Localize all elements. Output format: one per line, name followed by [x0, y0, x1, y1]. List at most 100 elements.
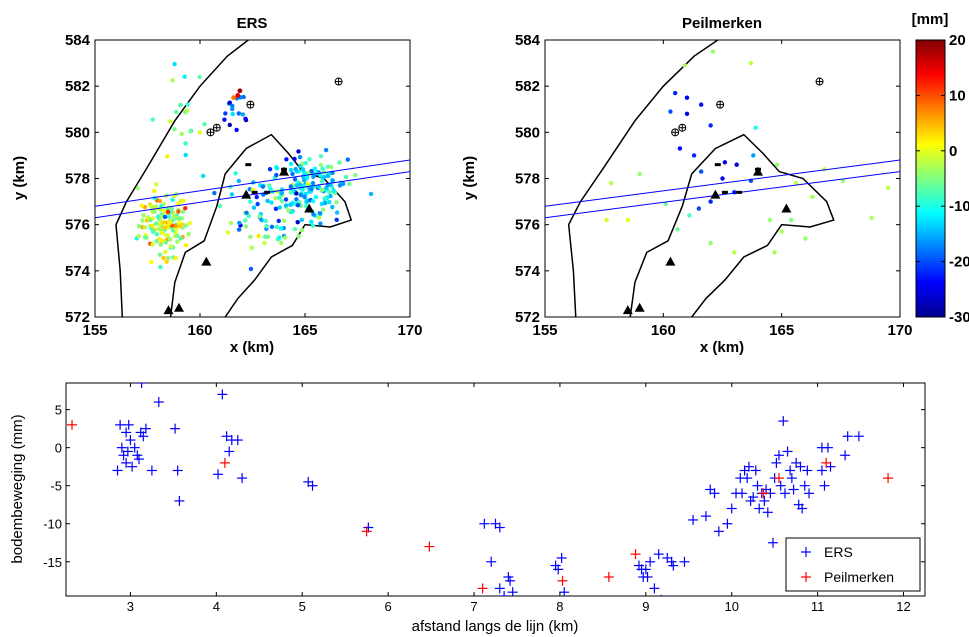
ers-profile-point [138, 431, 149, 442]
ers-profile-point [172, 465, 183, 476]
peilmerk-point [696, 206, 702, 211]
peilmerken-map-ticks: 155 160 165 170 572 574 576 578 580 582 584 [515, 32, 913, 339]
legend-ers-marker [801, 547, 811, 557]
ers-point [236, 178, 242, 184]
ers-point [330, 204, 335, 210]
profile-line [545, 171, 900, 219]
ers-point [170, 78, 175, 83]
ers-profile-point [797, 503, 808, 514]
peilmerk-point [710, 49, 716, 54]
y-tick-label: 580 [515, 124, 540, 141]
ers-point [146, 215, 151, 220]
ers-profile-point [853, 431, 864, 442]
ers-point [274, 224, 279, 230]
profile-line [95, 171, 410, 219]
peilmerken-map-title: Peilmerken [682, 15, 762, 32]
ers-profile-point [785, 465, 796, 476]
ers-point [177, 216, 182, 221]
peilmerk-point [720, 176, 725, 181]
peilmerk-point [609, 180, 614, 186]
peilmerk-profile-point [821, 457, 832, 468]
ers-profile-point [688, 514, 699, 525]
y-tick-label: 574 [515, 263, 541, 280]
ers-point [178, 102, 183, 108]
colorbar-tick-label: 10 [949, 87, 966, 104]
ers-point [187, 220, 193, 226]
ers-point [137, 224, 142, 229]
ers-point [340, 181, 346, 186]
ers-profile-point [786, 473, 797, 484]
circled-plus-marker [246, 100, 255, 109]
ers-point [273, 195, 278, 201]
peilmerk-point [722, 160, 728, 165]
peilmerk-profile-point [773, 473, 784, 484]
ers-point [136, 234, 141, 239]
ers-point [267, 166, 273, 172]
peilmerk-point [675, 227, 680, 232]
profile-legend: ERS Peilmerken [785, 537, 921, 592]
ers-point [337, 160, 342, 165]
y-tick-label: 576 [65, 217, 90, 234]
ers-point [150, 229, 156, 234]
ers-point [161, 220, 167, 225]
ers-point [323, 147, 329, 153]
y-tick-label: 5 [55, 403, 62, 418]
ers-point [143, 235, 148, 240]
profile-line [545, 159, 900, 207]
ers-point [164, 259, 169, 264]
ers-map-ylabel: y (km) [11, 156, 28, 200]
ers-point [277, 205, 282, 210]
ers-point [325, 164, 331, 169]
triangle-marker [753, 166, 763, 176]
ers-profile-point [174, 495, 185, 506]
ers-profile-point [799, 480, 810, 491]
island-outline [629, 133, 835, 317]
colorbar-ticks: 20 10 0 -10 -20 -30 [916, 32, 969, 326]
ers-point [150, 216, 156, 221]
ers-point [330, 178, 335, 183]
y-tick-label: 580 [65, 124, 90, 141]
y-tick-label: 578 [515, 171, 540, 188]
peilmerk-point [708, 199, 713, 204]
ers-point [325, 173, 330, 178]
triangle-marker [665, 256, 676, 266]
ers-point [343, 174, 349, 180]
ers-profile-point [640, 564, 651, 575]
ers-profile-point [136, 383, 147, 388]
ers-point [334, 200, 339, 205]
ers-point [248, 199, 253, 204]
peilmerk-point [772, 250, 777, 255]
colorbar-tick-label: -20 [949, 254, 969, 271]
ers-map-ticks: 155 160 165 170 572 574 576 578 580 582 584 [65, 32, 423, 339]
ers-profile-point [737, 488, 748, 499]
black-marker [264, 190, 271, 194]
ers-point [347, 181, 352, 187]
ers-profile-point [750, 465, 761, 476]
peilmerk-profile-point [361, 526, 372, 537]
ers-point [311, 212, 316, 217]
peilmerk-point [734, 162, 739, 167]
ers-profile-point [722, 518, 733, 529]
ers-point [312, 166, 318, 171]
ers-profile-point [507, 587, 518, 596]
ers-point [183, 206, 188, 211]
y-tick-label: 576 [515, 217, 540, 234]
peilmerken-map-plot-area [545, 40, 900, 317]
ers-point [164, 233, 169, 238]
ers-point [302, 194, 307, 200]
ers-profile-point [762, 507, 773, 518]
ers-point [153, 221, 159, 226]
ers-point [197, 130, 203, 135]
ers-point [316, 215, 322, 220]
ers-point [281, 218, 287, 223]
profile-plot-area [67, 383, 894, 596]
ers-point [179, 131, 184, 137]
ers-point [157, 252, 163, 257]
ers-point [176, 220, 182, 225]
ers-point [176, 224, 182, 229]
ers-point [150, 242, 155, 247]
ers-point [298, 192, 304, 198]
ers-point [311, 174, 316, 180]
peilmerken-map-ylabel: y (km) [461, 156, 478, 200]
ers-point [167, 220, 173, 226]
